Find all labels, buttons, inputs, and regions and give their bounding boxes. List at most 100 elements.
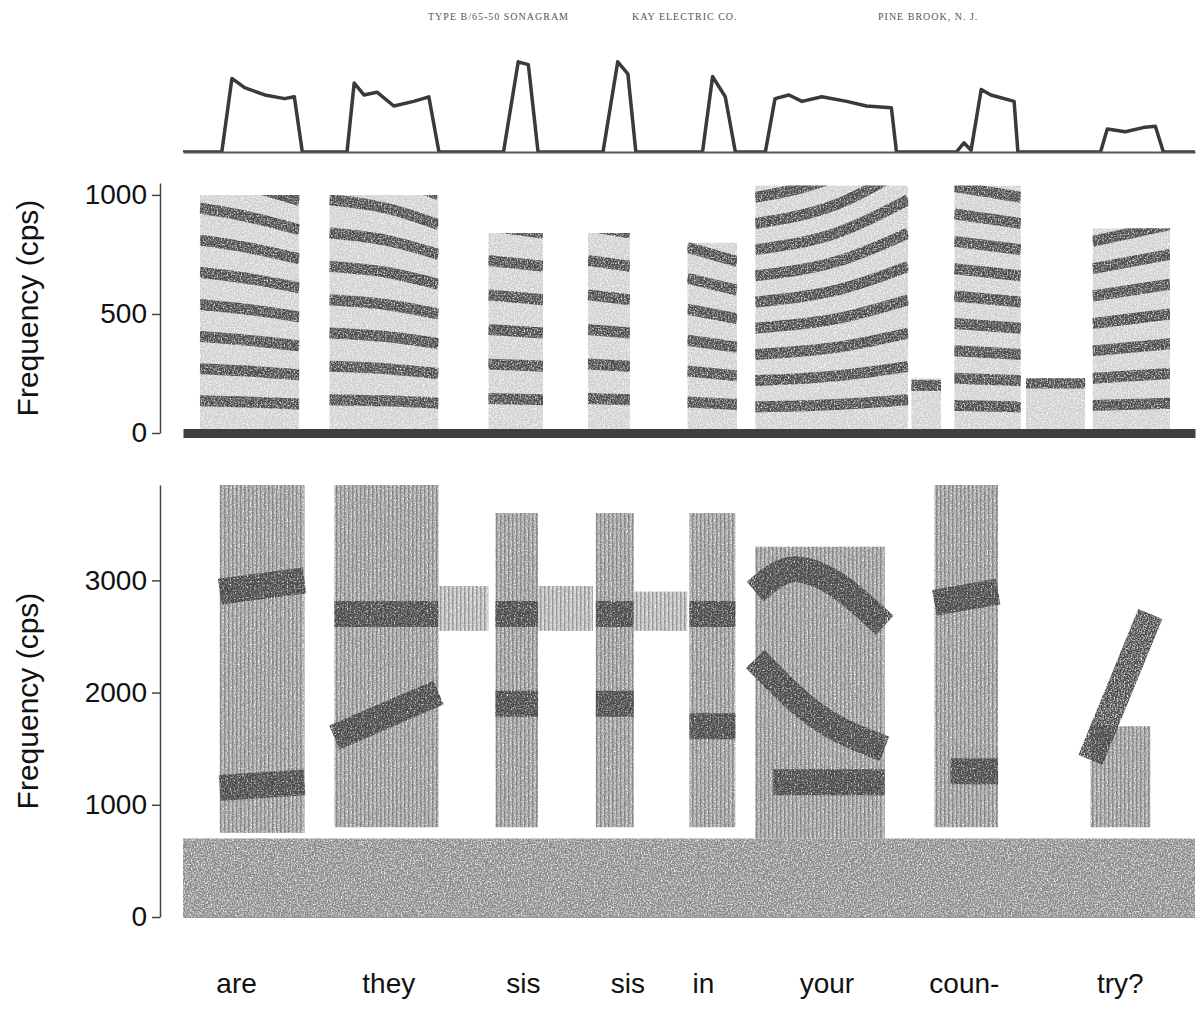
harmonic xyxy=(755,400,908,407)
segment-energy xyxy=(1026,378,1085,433)
harmonic xyxy=(488,260,543,266)
segment xyxy=(1093,228,1171,433)
y-axis-line xyxy=(160,486,162,918)
tick-mark xyxy=(152,805,160,807)
y-axis: 0 1000 2000 3000 xyxy=(85,486,161,933)
x-axis-line xyxy=(184,429,1196,438)
segment-energy xyxy=(755,547,884,839)
tick-label: 1000 xyxy=(85,789,147,820)
harmonic xyxy=(755,366,908,380)
harmonic xyxy=(687,247,737,261)
harmonic xyxy=(588,329,630,333)
plot-area xyxy=(183,485,1195,917)
harmonic xyxy=(200,401,300,404)
segment xyxy=(911,378,941,433)
plot-area xyxy=(183,62,1195,152)
word-label: are xyxy=(216,968,256,999)
noise-floor xyxy=(183,838,1195,917)
segment xyxy=(588,233,630,433)
y-tick: 0 xyxy=(131,901,160,932)
segment-striation xyxy=(220,485,305,833)
harmonic xyxy=(329,266,438,284)
harmonic xyxy=(588,260,630,266)
segment-energy xyxy=(329,195,438,433)
segment xyxy=(934,485,998,827)
harmonic xyxy=(200,369,300,375)
tick-label: 3000 xyxy=(85,565,147,596)
y-tick: 3000 xyxy=(85,565,160,596)
segment xyxy=(634,592,688,631)
formant xyxy=(495,691,538,717)
harmonic xyxy=(954,406,1021,407)
harmonic xyxy=(200,337,300,346)
formant xyxy=(596,601,634,627)
segment-energy xyxy=(495,513,538,827)
segment-energy xyxy=(689,513,735,827)
harmonic xyxy=(329,200,438,225)
harmonic xyxy=(329,400,438,404)
harmonic xyxy=(954,323,1021,328)
segment-energy xyxy=(687,243,737,433)
harmonic xyxy=(488,364,543,366)
harmonic xyxy=(329,366,438,373)
segment-energy xyxy=(220,485,305,833)
harmonic xyxy=(687,340,737,347)
segment-striation xyxy=(538,586,593,631)
harmonic xyxy=(329,233,438,254)
harmonic xyxy=(488,329,543,333)
segment-striation xyxy=(755,547,884,839)
segment xyxy=(488,233,543,433)
harmonic xyxy=(200,272,300,287)
tick-label: 2000 xyxy=(85,677,147,708)
segment-energy xyxy=(1093,228,1171,433)
harmonic xyxy=(1093,254,1171,268)
harmonic xyxy=(954,241,1021,249)
segment-energy xyxy=(596,513,634,827)
segment-energy xyxy=(439,586,489,631)
harmonic xyxy=(755,185,908,197)
harmonic xyxy=(687,278,737,290)
tick-label: 500 xyxy=(100,298,147,329)
axis-title: Frequency (cps) xyxy=(11,200,44,417)
formant xyxy=(495,601,538,627)
formant xyxy=(755,659,884,749)
segment xyxy=(596,513,634,827)
word-label: in xyxy=(692,968,714,999)
harmonic xyxy=(1093,228,1171,241)
segment-energy xyxy=(954,185,1021,433)
harmonic xyxy=(954,187,1021,198)
word-label: sis xyxy=(506,968,540,999)
segment xyxy=(200,195,300,433)
tick-mark xyxy=(152,314,160,316)
segment-energy xyxy=(334,485,438,827)
y-axis: 05001000 xyxy=(85,179,161,448)
segment xyxy=(954,185,1021,433)
y-axis-line xyxy=(160,184,162,434)
harmonic xyxy=(588,398,630,399)
segment-striation xyxy=(634,592,688,631)
harmonic xyxy=(1093,403,1171,405)
segment-striation xyxy=(934,485,998,827)
harmonic xyxy=(687,309,737,319)
word-label: try? xyxy=(1097,968,1144,999)
y-tick: 0 xyxy=(131,417,160,448)
segment xyxy=(538,586,593,631)
header-text: TYPE B/65-50 SONAGRAM xyxy=(428,11,569,22)
x-axis xyxy=(184,433,1196,434)
panel: 05001000Frequency (cps) xyxy=(11,133,1196,448)
harmonic xyxy=(755,333,908,354)
harmonic xyxy=(1093,373,1171,378)
plot-area xyxy=(200,183,1170,433)
formant xyxy=(1090,614,1150,760)
segment-energy xyxy=(934,485,998,827)
header-text: PINE BROOK, N. J. xyxy=(878,11,978,22)
harmonic xyxy=(954,378,1021,380)
tick-mark xyxy=(152,433,160,435)
word-label: sis xyxy=(611,968,645,999)
y-tick: 500 xyxy=(100,298,160,329)
header: TYPE B/65-50 SONAGRAM KAY ELECTRIC CO. PIN… xyxy=(428,11,978,22)
header-text: KAY ELECTRIC CO. xyxy=(632,11,738,22)
tick-mark xyxy=(152,692,160,694)
background xyxy=(0,0,1203,1010)
word-labels: aretheysissisinyourcoun-try? xyxy=(216,968,1143,999)
